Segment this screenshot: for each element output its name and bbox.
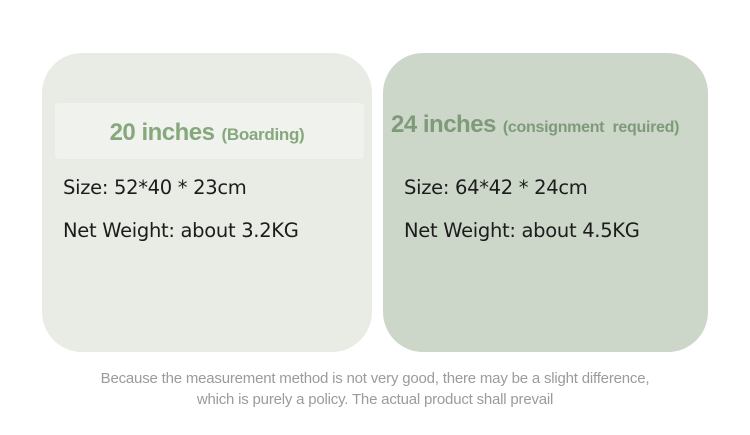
size-title: 20 inches [109, 119, 215, 146]
size-spec: Size: 64*42 * 24cm [404, 176, 588, 199]
disclaimer-line-1: Because the measurement method is not ve… [100, 370, 650, 387]
size-title: 24 inches [391, 111, 496, 138]
weight-spec: Net Weight: about 3.2KG [63, 219, 299, 242]
spec-card-20-inches: 20 inches (Boarding) Size: 52*40 * 23cm N… [42, 53, 372, 352]
size-qualifier: (consignment required) [502, 119, 680, 136]
heading-highlight-band [55, 103, 364, 159]
card-title-24-inches: 24 inches (consignment required) [383, 111, 708, 142]
spec-card-24-inches: 24 inches (consignment required) Size: 64… [383, 53, 708, 352]
disclaimer-note: Because the measurement method is not ve… [0, 368, 750, 410]
card-title-20-inches: 20 inches (Boarding) [42, 119, 372, 150]
weight-spec: Net Weight: about 4.5KG [404, 219, 640, 242]
disclaimer-line-2: which is purely a policy. The actual pro… [196, 391, 554, 408]
size-qualifier: (Boarding) [221, 125, 305, 144]
size-spec: Size: 52*40 * 23cm [63, 176, 247, 199]
